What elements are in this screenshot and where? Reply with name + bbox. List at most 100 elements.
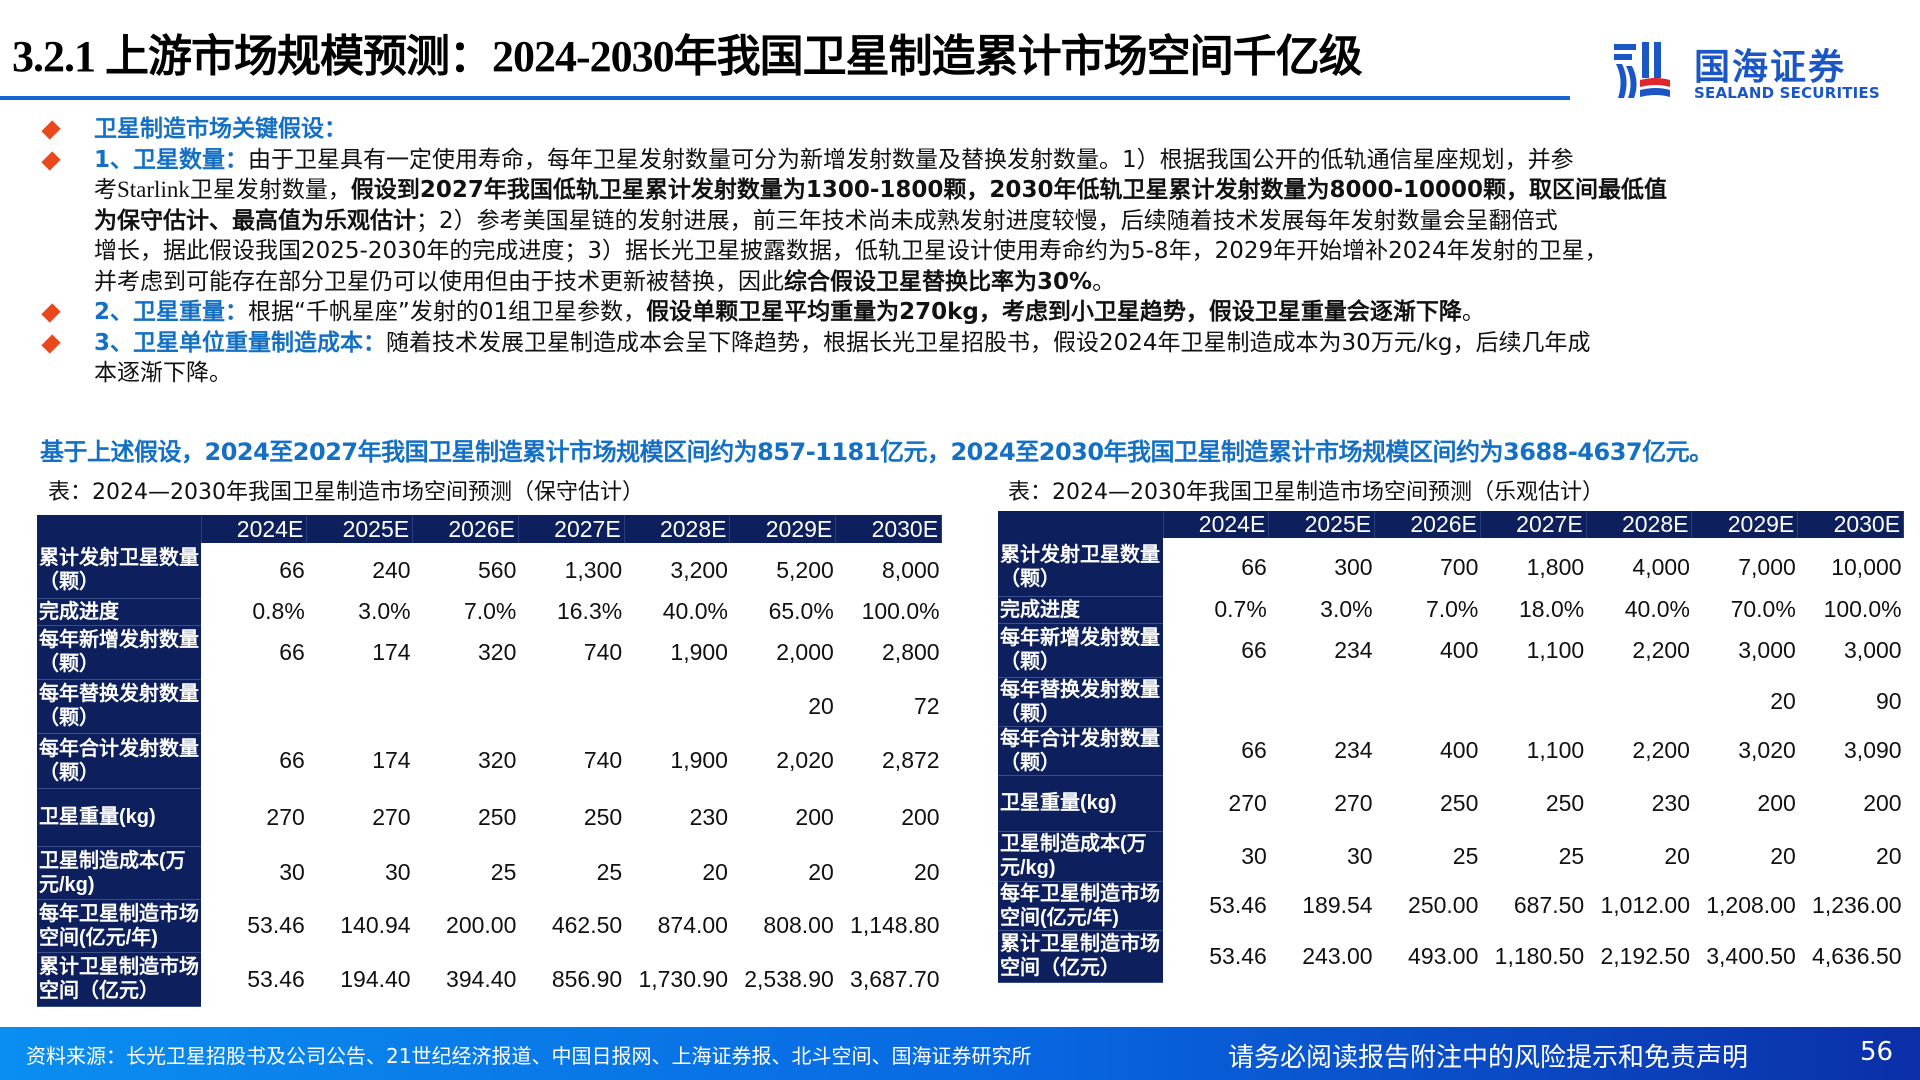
- table-cell: 20: [1875, 842, 1902, 869]
- table-header-row: 2024E 2025E 2026E 2027E 2028E 2029E 2030…: [37, 515, 943, 543]
- year-header: 2029E: [729, 515, 837, 543]
- table-cell: 320: [478, 747, 517, 773]
- table-cell: 1,236.00: [1812, 892, 1902, 918]
- row-label: 每年合计发射数量（颗）: [37, 733, 201, 789]
- table-cell: 100.0%: [861, 598, 940, 624]
- table-cell: 25: [596, 859, 623, 885]
- table-cell: 250: [1545, 789, 1585, 816]
- table-cell: 66: [1241, 737, 1267, 763]
- table-cell: 10,000: [1831, 553, 1902, 580]
- table-cell: 250: [1440, 789, 1479, 816]
- table-cell: 66: [1241, 636, 1267, 663]
- table-cell: 3,200: [670, 557, 728, 583]
- table-row: 累计发射卫星数量（颗） 66 240 560 1,300 3,200 5,200 8,000: [37, 543, 942, 599]
- table-cell: 400: [1440, 636, 1479, 663]
- table-cell: 53.46: [247, 965, 305, 992]
- table-cell: 20: [1770, 842, 1796, 869]
- table-cell: 856.90: [551, 965, 623, 992]
- footer-bar: 资料来源：长光卫星招股书及公司公告、21世纪经济报道、中国日报网、上海证券报、北…: [0, 1027, 1920, 1080]
- table-cell: [1480, 677, 1586, 726]
- table-cell: 7.0%: [463, 598, 517, 624]
- table-cell: 1,300: [564, 557, 623, 583]
- table-cell: 3,687.70: [850, 965, 940, 992]
- year-header: 2024E: [201, 515, 308, 543]
- data-source-note: 资料来源：长光卫星招股书及公司公告、21世纪经济报道、中国日报网、上海证券报、北…: [26, 1044, 1032, 1068]
- table-cell: 30: [385, 859, 411, 885]
- table-row: 完成进度 0.7% 3.0% 7.0% 18.0% 40.0% 70.0% 100.0%: [998, 596, 1904, 624]
- table-cell: [1375, 677, 1481, 726]
- table-cell: 20: [913, 859, 940, 885]
- table-row: 累计卫星制造市场空间（亿元） 53.46 243.00 493.00 1,180.50 2…: [998, 930, 1904, 983]
- row-label: 每年合计发射数量（颗）: [998, 726, 1163, 776]
- row-label: 每年替换发射数量（颗）: [37, 679, 201, 734]
- table-cell: 320: [478, 638, 517, 665]
- diamond-bullet-icon: [41, 150, 61, 171]
- assumptions-heading: 卫星制造市场关键假设：: [41, 114, 1894, 145]
- diamond-bullet-icon: [41, 303, 61, 323]
- table-cell: 53.46: [1209, 942, 1267, 969]
- table-cell: 20: [1770, 688, 1796, 714]
- table-cell: 53.46: [1209, 892, 1267, 918]
- year-header: 2026E: [1374, 511, 1481, 538]
- year-header: 2030E: [1797, 511, 1905, 538]
- table-cell: 20: [808, 859, 834, 885]
- row-label: 完成进度: [37, 598, 201, 626]
- table-row: 完成进度 0.8% 3.0% 7.0% 16.3% 40.0% 65.0% 100.0%: [37, 598, 942, 626]
- table-cell: 3,000: [1738, 636, 1796, 663]
- table-cell: [518, 679, 624, 733]
- table-cell: 16.3%: [556, 598, 623, 624]
- table-cell: 270: [1334, 789, 1373, 816]
- year-header: 2028E: [1586, 511, 1693, 538]
- table-cell: 200: [1757, 789, 1796, 816]
- table-row: 每年卫星制造市场空间(亿元/年) 53.46 140.94 200.00 462.50 8…: [37, 899, 942, 953]
- table-caption-optimistic: 表：2024—2030年我国卫星制造市场空间预测（乐观估计）: [1008, 480, 1604, 505]
- year-header: 2029E: [1691, 511, 1799, 538]
- assumption-item-weight: 2、卫星重量：根据“千帆星座”发射的01组卫星参数，假设单颗卫星平均重量为270…: [41, 297, 1894, 328]
- table-cell: 874.00: [657, 912, 728, 938]
- table-cell: 808.00: [763, 912, 834, 938]
- table-row: 卫星制造成本(万元/kg) 30 30 25 25 20 20 20: [37, 846, 942, 900]
- table-cell: 3,000: [1844, 636, 1902, 663]
- table-cell: 1,100: [1526, 636, 1585, 663]
- table-cell: 2,200: [1632, 636, 1690, 663]
- row-label: 完成进度: [998, 596, 1163, 624]
- table-cell: 230: [1651, 789, 1690, 816]
- table-cell: 72: [913, 692, 940, 719]
- table-cell: 2,800: [882, 638, 940, 665]
- table-cell: 140.94: [340, 912, 411, 938]
- table-cell: [1269, 677, 1375, 726]
- table-cell: 1,100: [1526, 737, 1585, 763]
- table-cell: 0.7%: [1214, 596, 1267, 622]
- table-cell: 53.46: [247, 912, 305, 938]
- table-cell: [307, 679, 413, 733]
- table-cell: 2,020: [776, 747, 834, 773]
- table-cell: 8,000: [882, 557, 940, 583]
- table-cell: 7.0%: [1425, 596, 1479, 622]
- table-cell: 25: [1452, 842, 1479, 869]
- table-cell: 66: [1241, 553, 1267, 580]
- disclaimer-note: 请务必阅读报告附注中的风险提示和免责声明: [1228, 1043, 1749, 1073]
- table-row: 卫星重量(kg) 270 270 250 250 230 200 200: [998, 775, 1904, 832]
- summary-conclusion: 基于上述假设，2024至2027年我国卫星制造累计市场规模区间约为857-118…: [40, 438, 1713, 466]
- table-cell: 394.40: [446, 965, 517, 992]
- forecast-table-optimistic: 2024E 2025E 2026E 2027E 2028E 2029E 2030…: [998, 511, 1905, 983]
- table-row: 每年替换发射数量（颗） 20 90: [998, 677, 1904, 727]
- logo-text-cn: 国海证券: [1694, 47, 1847, 88]
- row-label: 累计发射卫星数量（颗）: [37, 543, 201, 599]
- logo-text-en: SEALAND SECURITIES: [1694, 84, 1880, 102]
- table-cell: 4,636.50: [1812, 942, 1902, 969]
- table-row: 累计发射卫星数量（颗） 66 300 700 1,800 4,000 7,000 10,000: [998, 538, 1904, 597]
- year-header: 2027E: [1480, 511, 1587, 538]
- row-label: 卫星重量(kg): [37, 788, 201, 847]
- table-cell: [624, 679, 730, 733]
- table-row: 每年卫星制造市场空间(亿元/年) 53.46 189.54 250.00 687.50 1…: [998, 881, 1904, 931]
- table-cell: 30: [279, 859, 305, 885]
- table-cell: 25: [490, 859, 517, 885]
- row-label: 卫星重量(kg): [998, 775, 1163, 832]
- table-cell: 1,800: [1526, 553, 1585, 580]
- table-row: 每年合计发射数量（颗） 66 174 320 740 1,900 2,020 2,872: [37, 733, 942, 789]
- table-cell: 1,148.80: [850, 912, 940, 938]
- row-label: 每年替换发射数量（颗）: [998, 677, 1163, 727]
- table-cell: 40.0%: [662, 598, 728, 624]
- table-cell: 200: [795, 803, 834, 830]
